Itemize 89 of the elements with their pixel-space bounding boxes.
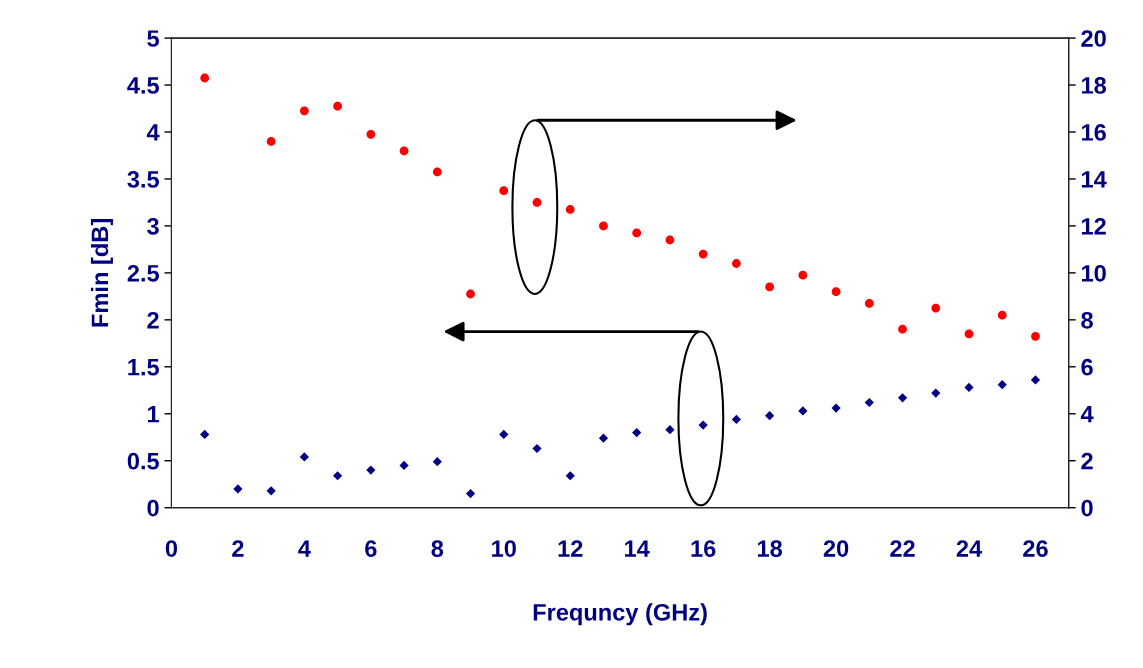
y-axis-title: Fmin [dB] [90, 219, 113, 327]
x-tick-label: 24 [956, 540, 983, 557]
x-tick-label: 18 [757, 540, 783, 557]
point [898, 324, 907, 334]
point [798, 406, 808, 416]
point [333, 101, 342, 111]
y2-tick-label: 0 [1081, 499, 1093, 517]
point [299, 452, 309, 462]
x-tick-label: 8 [431, 540, 444, 557]
point [532, 443, 542, 454]
point [399, 146, 409, 156]
y2-tick-label: 12 [1082, 217, 1106, 235]
x-tick-label: 26 [1023, 540, 1048, 557]
point [233, 484, 243, 494]
point [432, 457, 442, 467]
point [200, 429, 210, 440]
x-tick-label: 4 [298, 540, 311, 557]
y2-tick-label: 16 [1082, 124, 1106, 141]
point [864, 299, 874, 308]
point [665, 235, 675, 245]
y-tick-label: 2 [147, 311, 159, 329]
point [931, 388, 941, 398]
point [598, 433, 609, 443]
point [964, 382, 974, 393]
point [399, 460, 409, 471]
point [864, 397, 874, 408]
y2-tick-label: 2 [1081, 452, 1093, 470]
x-tick-label: 6 [365, 540, 377, 557]
point [997, 380, 1007, 390]
y-tick-label: 1 [148, 406, 159, 423]
point [1030, 375, 1041, 385]
point [632, 228, 642, 238]
point [466, 289, 475, 299]
point [765, 411, 775, 421]
point [299, 106, 309, 116]
point [731, 414, 741, 424]
point [366, 465, 376, 475]
x-tick-label: 10 [492, 540, 516, 557]
y-tick-label: 4.5 [127, 77, 159, 94]
y-tick-label: 5 [147, 30, 159, 47]
y-tick-label: 1.5 [128, 359, 159, 376]
point [599, 221, 608, 231]
point [632, 427, 642, 438]
x-tick-label: 16 [691, 540, 716, 557]
y-tick-label: 3.5 [127, 171, 159, 188]
point [831, 403, 841, 413]
y-tick-label: 3 [147, 217, 159, 235]
point [698, 249, 708, 259]
point [333, 471, 343, 481]
y2-tick-label: 14 [1082, 171, 1107, 188]
point [432, 167, 442, 177]
point [366, 129, 376, 139]
y2-tick-label: 4 [1080, 406, 1094, 423]
y2-tick-label: 6 [1081, 358, 1093, 376]
point [266, 486, 276, 496]
point [465, 488, 476, 499]
point [565, 205, 575, 214]
point [732, 259, 741, 268]
x-tick-label: 12 [558, 540, 583, 557]
x-axis-title: Frequncy (GHz) [533, 603, 707, 626]
point [1031, 331, 1040, 341]
y2-tick-label: 18 [1082, 77, 1107, 94]
point [565, 471, 575, 481]
point [997, 310, 1007, 320]
y-tick-label: 2.5 [127, 264, 159, 282]
y-tick-label: 0 [147, 499, 159, 517]
point [931, 303, 941, 313]
point [831, 287, 841, 297]
x-tick-label: 0 [165, 540, 178, 557]
point [964, 329, 974, 339]
x-tick-label: 20 [823, 540, 849, 557]
y-tick-label: 4 [146, 124, 160, 141]
point [698, 420, 708, 430]
point [532, 198, 542, 207]
y2-tick-label: 20 [1081, 30, 1106, 47]
point [665, 425, 675, 435]
y2-tick-label: 8 [1081, 311, 1093, 329]
point [897, 393, 908, 403]
point [765, 282, 775, 292]
y-tick-label: 0.5 [127, 452, 159, 470]
y2-tick-label: 10 [1082, 264, 1106, 282]
point [499, 186, 509, 196]
point [798, 270, 808, 280]
point [499, 429, 509, 440]
x-tick-label: 14 [625, 540, 650, 557]
x-tick-label: 22 [890, 540, 915, 557]
x-tick-label: 2 [232, 540, 244, 557]
point [200, 73, 210, 83]
point [266, 137, 276, 146]
